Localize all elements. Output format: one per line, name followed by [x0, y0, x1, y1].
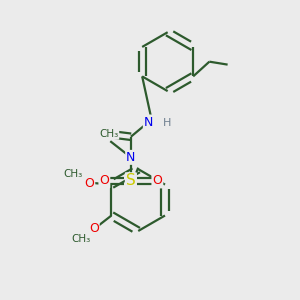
Text: CH₃: CH₃ — [99, 129, 119, 139]
Text: CH₃: CH₃ — [64, 169, 83, 179]
Text: N: N — [144, 116, 153, 128]
Text: O: O — [152, 174, 162, 188]
Text: O: O — [99, 127, 109, 140]
Text: N: N — [126, 151, 136, 164]
Text: CH₃: CH₃ — [71, 234, 90, 244]
Text: H: H — [163, 118, 171, 128]
Text: O: O — [84, 177, 94, 190]
Text: O: O — [99, 174, 109, 188]
Text: S: S — [126, 173, 136, 188]
Text: methyl: methyl — [106, 132, 111, 133]
Text: O: O — [89, 222, 99, 235]
